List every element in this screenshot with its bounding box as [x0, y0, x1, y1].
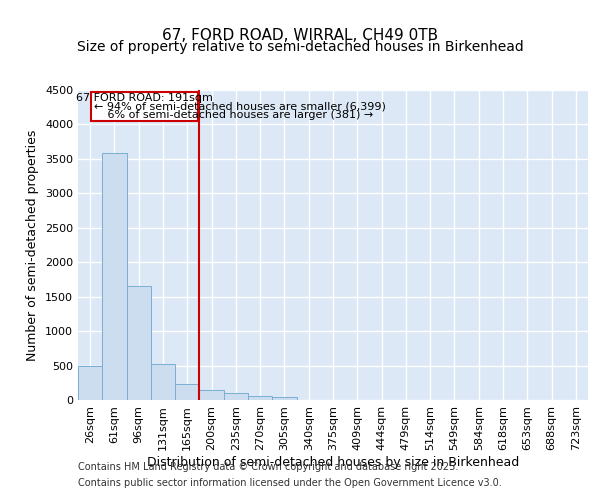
FancyBboxPatch shape [91, 92, 198, 121]
Bar [78, 366, 102, 400]
Text: Contains public sector information licensed under the Open Government Licence v3: Contains public sector information licen… [78, 478, 502, 488]
X-axis label: Distribution of semi-detached houses by size in Birkenhead: Distribution of semi-detached houses by … [147, 456, 519, 468]
Bar [175, 384, 199, 400]
Text: Contains HM Land Registry data © Crown copyright and database right 2025.: Contains HM Land Registry data © Crown c… [78, 462, 458, 472]
Bar [248, 396, 272, 400]
Text: 67 FORD ROAD: 191sqm: 67 FORD ROAD: 191sqm [76, 94, 213, 104]
Bar [102, 154, 127, 400]
Y-axis label: Number of semi-detached properties: Number of semi-detached properties [26, 130, 40, 360]
Text: ← 94% of semi-detached houses are smaller (6,399): ← 94% of semi-detached houses are smalle… [94, 102, 386, 112]
Bar [127, 286, 151, 400]
Text: 6% of semi-detached houses are larger (381) →: 6% of semi-detached houses are larger (3… [97, 110, 374, 120]
Text: 67, FORD ROAD, WIRRAL, CH49 0TB: 67, FORD ROAD, WIRRAL, CH49 0TB [162, 28, 438, 42]
Bar [199, 390, 224, 400]
Bar [224, 393, 248, 400]
Text: Size of property relative to semi-detached houses in Birkenhead: Size of property relative to semi-detach… [77, 40, 523, 54]
Bar [151, 364, 175, 400]
Bar [272, 396, 296, 400]
